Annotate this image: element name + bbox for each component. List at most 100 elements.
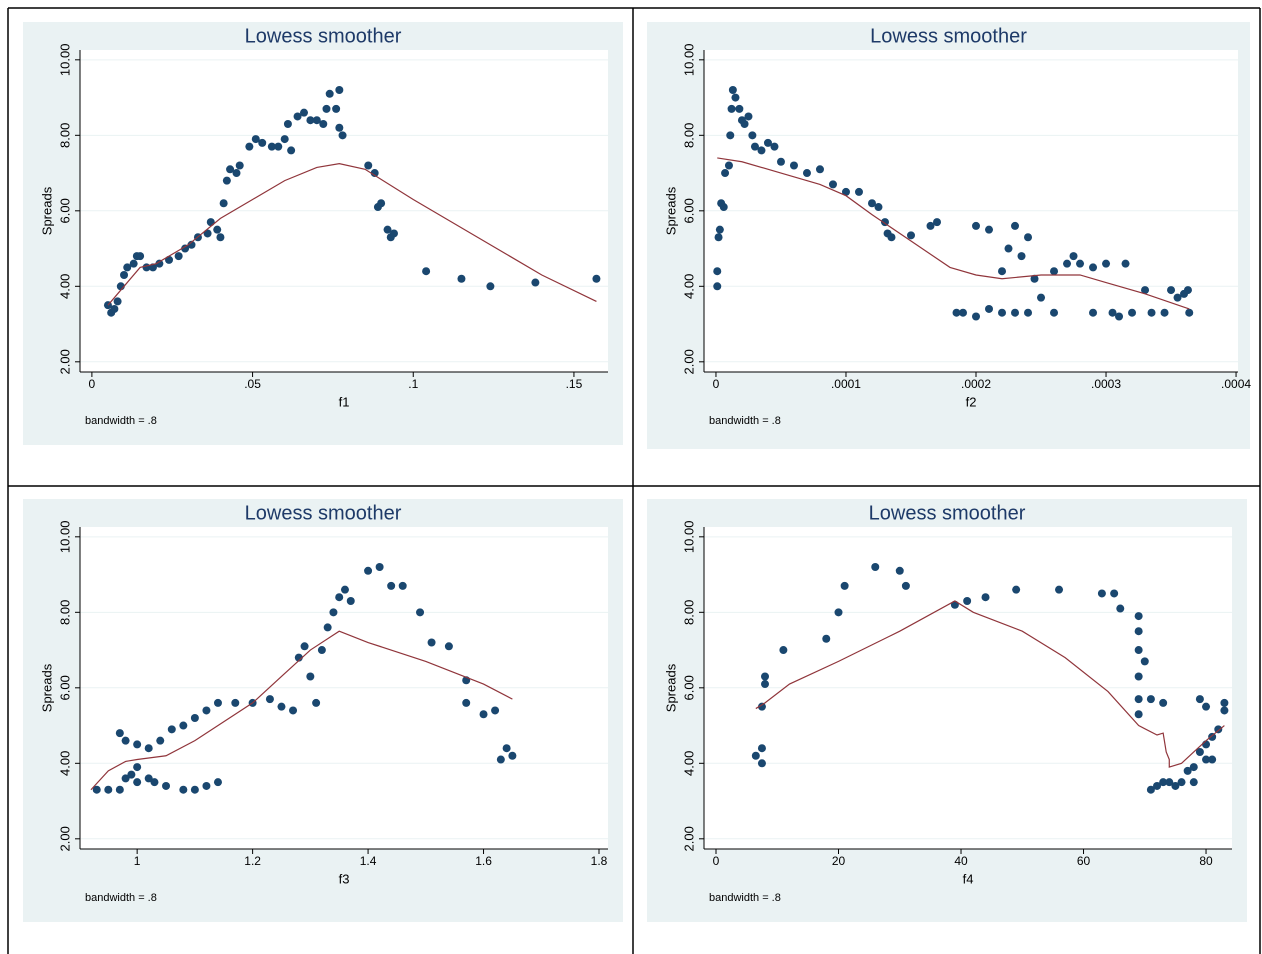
point bbox=[906, 231, 915, 240]
point bbox=[335, 123, 344, 132]
point bbox=[113, 297, 122, 306]
point bbox=[1110, 589, 1119, 598]
point bbox=[1116, 604, 1125, 613]
y-tick-label: 6.00 bbox=[681, 198, 696, 223]
point bbox=[1147, 308, 1156, 317]
y-tick-label: 2.00 bbox=[681, 349, 696, 374]
point bbox=[1171, 781, 1180, 790]
point bbox=[1017, 252, 1026, 261]
point bbox=[155, 259, 164, 268]
point bbox=[338, 131, 347, 140]
point bbox=[834, 608, 843, 617]
point bbox=[789, 161, 798, 170]
point bbox=[985, 304, 994, 313]
point bbox=[398, 581, 407, 590]
x-tick-label: 1.6 bbox=[475, 854, 492, 868]
y-tick-label: 6.00 bbox=[681, 675, 696, 700]
point bbox=[120, 270, 129, 279]
point bbox=[110, 304, 119, 313]
point bbox=[1177, 778, 1186, 787]
point bbox=[1050, 267, 1059, 276]
point bbox=[323, 623, 332, 632]
point bbox=[280, 135, 289, 144]
x-tick-label: 60 bbox=[1077, 854, 1091, 868]
point bbox=[375, 563, 384, 572]
x-axis-label: f4 bbox=[963, 871, 974, 886]
x-tick-label: 1.2 bbox=[244, 854, 261, 868]
x-axis-label: f1 bbox=[339, 394, 350, 409]
point bbox=[306, 116, 315, 125]
point bbox=[854, 187, 863, 196]
x-tick-label: .1 bbox=[408, 377, 418, 391]
point bbox=[757, 702, 766, 711]
point bbox=[502, 744, 511, 753]
point bbox=[1004, 244, 1013, 253]
point bbox=[322, 104, 331, 113]
point bbox=[972, 221, 981, 230]
point bbox=[815, 165, 824, 174]
point bbox=[190, 714, 199, 723]
point bbox=[1134, 627, 1143, 636]
point bbox=[422, 267, 431, 276]
lowess-line bbox=[755, 600, 1225, 768]
y-tick-label: 10.00 bbox=[57, 44, 72, 77]
y-tick-label: 2.00 bbox=[681, 826, 696, 851]
lowess-line bbox=[717, 157, 1190, 310]
point bbox=[874, 203, 883, 212]
point bbox=[1102, 259, 1111, 268]
point bbox=[1097, 589, 1106, 598]
point bbox=[757, 146, 766, 155]
point bbox=[713, 282, 722, 291]
point bbox=[1134, 672, 1143, 681]
point bbox=[1108, 308, 1117, 317]
point bbox=[1183, 286, 1192, 295]
point bbox=[867, 199, 876, 208]
point bbox=[1050, 308, 1059, 317]
point bbox=[287, 146, 296, 155]
x-tick-label: 0 bbox=[713, 854, 720, 868]
point bbox=[1011, 221, 1020, 230]
point bbox=[121, 774, 130, 783]
point bbox=[1037, 293, 1046, 302]
point bbox=[231, 698, 240, 707]
point bbox=[901, 581, 910, 590]
point bbox=[1141, 286, 1150, 295]
x-tick-label: 1.8 bbox=[591, 854, 608, 868]
y-tick-label: 6.00 bbox=[57, 198, 72, 223]
point bbox=[190, 785, 199, 794]
point bbox=[258, 138, 267, 147]
point bbox=[840, 581, 849, 590]
point bbox=[123, 263, 132, 272]
point bbox=[1024, 308, 1033, 317]
point bbox=[841, 187, 850, 196]
point bbox=[822, 634, 831, 643]
point bbox=[219, 199, 228, 208]
point bbox=[115, 785, 124, 794]
point bbox=[959, 308, 968, 317]
point bbox=[187, 240, 196, 249]
point bbox=[1069, 252, 1078, 261]
y-tick-label: 6.00 bbox=[57, 675, 72, 700]
point bbox=[751, 751, 760, 760]
point bbox=[300, 642, 309, 651]
x-tick-label: .05 bbox=[244, 377, 261, 391]
chart-title: Lowess smoother bbox=[245, 25, 402, 47]
point bbox=[748, 131, 757, 140]
point bbox=[299, 108, 308, 117]
point bbox=[1128, 308, 1137, 317]
point bbox=[213, 225, 222, 234]
x-axis-label: f2 bbox=[966, 394, 977, 409]
point bbox=[312, 116, 321, 125]
point bbox=[387, 581, 396, 590]
point bbox=[265, 695, 274, 704]
y-tick-label: 4.00 bbox=[57, 751, 72, 776]
point bbox=[776, 157, 785, 166]
point bbox=[202, 781, 211, 790]
point bbox=[340, 585, 349, 594]
point bbox=[312, 698, 321, 707]
point bbox=[129, 259, 138, 268]
point bbox=[325, 89, 334, 98]
point bbox=[156, 736, 165, 745]
point bbox=[496, 755, 505, 764]
